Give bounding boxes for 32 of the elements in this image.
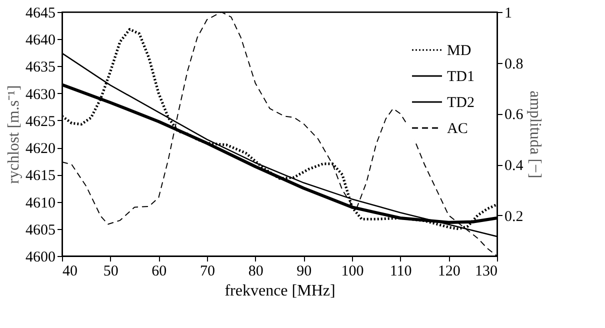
y-tick-label: 4620: [26, 141, 56, 158]
y-tick-label: 4640: [26, 32, 56, 49]
y-tick-label: 4635: [26, 60, 56, 76]
legend-label: TD1: [447, 69, 474, 85]
x-axis-title: frekvence [MHz]: [224, 282, 336, 300]
legend-label: TD2: [447, 95, 474, 111]
y2-tick-label: 0.8: [504, 56, 524, 72]
x-tick-label: 130: [475, 264, 498, 280]
legend-label: AC: [447, 121, 468, 137]
legend-label: MD: [447, 43, 472, 59]
y-axis-title: rychlost [m.s⁻¹]: [6, 85, 22, 184]
y2-tick-label: 0.2: [504, 208, 524, 225]
x-tick-label: 40: [62, 264, 78, 280]
y2-tick-label: 0.4: [504, 158, 524, 174]
x-tick-label: 70: [200, 264, 215, 280]
y-tick-label: 4645: [26, 6, 56, 22]
x-tick-label: 100: [341, 264, 364, 280]
y-tick-label: 4615: [26, 168, 56, 184]
x-tick-label: 90: [296, 264, 312, 280]
x-tick-label: 50: [103, 264, 118, 280]
x-tick-label: 110: [390, 264, 412, 280]
y-tick-label: 4610: [26, 195, 56, 212]
y2-tick-label: 0.6: [504, 107, 524, 124]
y-tick-label: 4630: [26, 86, 56, 103]
y-tick-label: 4605: [26, 222, 56, 238]
x-tick-label: 80: [248, 264, 264, 280]
x-tick-label: 60: [152, 264, 167, 280]
y2-tick-label: 1: [504, 6, 512, 22]
y2-axis-title: amplituda [−]: [526, 90, 544, 178]
x-tick-label: 120: [438, 264, 460, 280]
y-tick-label: 4625: [26, 114, 56, 130]
y-tick-label: 4600: [26, 250, 56, 266]
